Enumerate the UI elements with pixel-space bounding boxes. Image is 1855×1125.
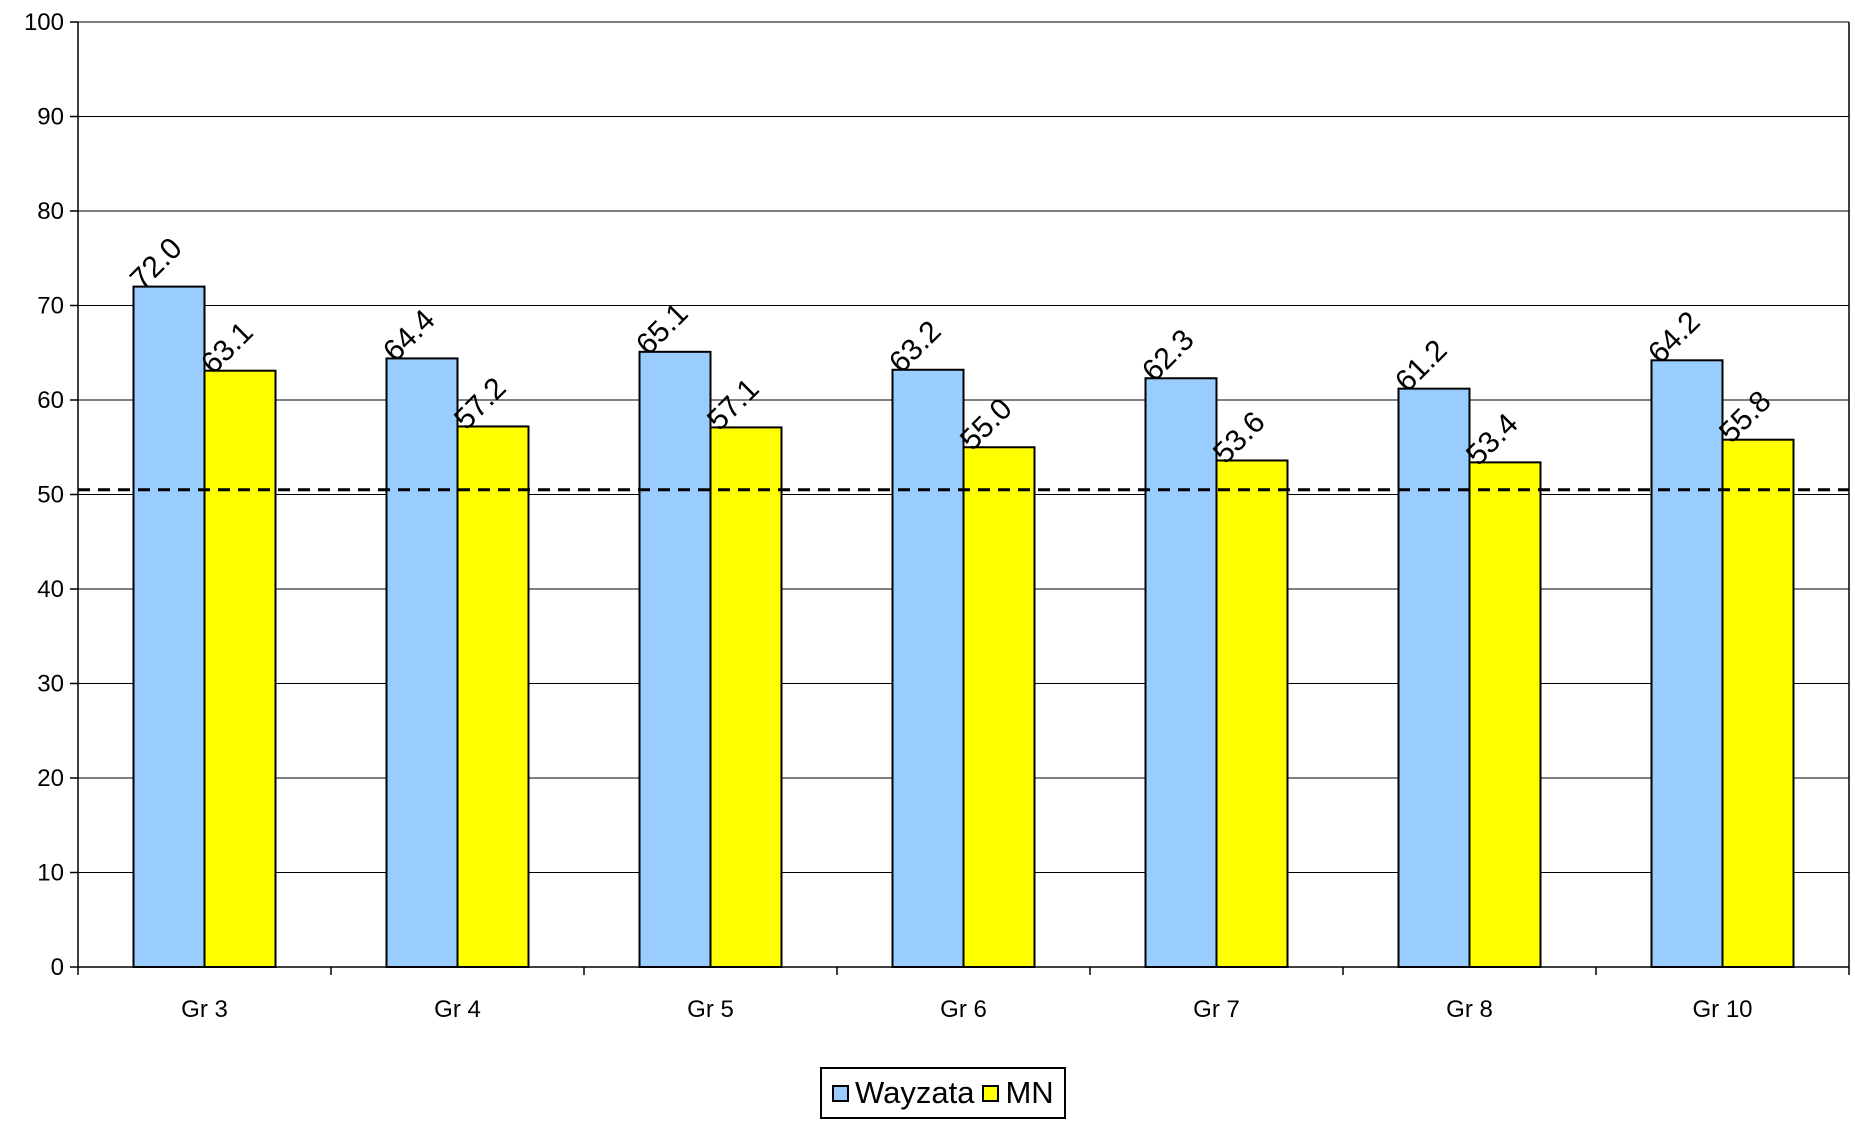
legend-swatch-wayzata <box>832 1084 849 1102</box>
legend-label-mn: MN <box>1005 1075 1054 1110</box>
bar-wayzata <box>132 285 206 969</box>
x-tick-label: Gr 8 <box>1446 996 1493 1023</box>
bar-wayzata <box>385 357 459 969</box>
x-tick-label: Gr 10 <box>1692 996 1752 1023</box>
x-tick-label: Gr 6 <box>940 996 987 1023</box>
y-tick-label: 0 <box>51 954 64 981</box>
bar-wayzata <box>638 350 712 968</box>
y-tick-label: 60 <box>37 387 64 414</box>
bar-mn <box>1468 461 1542 968</box>
y-tick-label: 70 <box>37 293 64 320</box>
bar-wayzata <box>891 368 965 968</box>
legend-swatch-mn <box>982 1084 1000 1102</box>
x-tick-label: Gr 3 <box>181 996 228 1023</box>
x-tick-label: Gr 5 <box>687 996 734 1023</box>
y-tick-label: 10 <box>37 860 64 887</box>
x-tick-label: Gr 7 <box>1193 996 1240 1023</box>
y-tick-label: 50 <box>37 482 64 509</box>
bar-wayzata <box>1397 387 1471 969</box>
y-tick-label: 30 <box>37 671 64 698</box>
x-tick-label: Gr 4 <box>434 996 481 1023</box>
bar-mn <box>709 426 783 968</box>
bar-mn <box>203 369 277 968</box>
y-tick-label: 90 <box>37 104 64 131</box>
chart-legend: Wayzata MN <box>820 1067 1066 1119</box>
legend-item-mn: MN <box>982 1075 1054 1111</box>
bar-mn <box>962 446 1036 968</box>
legend-label-wayzata: Wayzata <box>855 1075 975 1110</box>
bar-mn <box>1721 438 1795 968</box>
y-tick-label: 20 <box>37 765 64 792</box>
bar-mn <box>456 425 530 968</box>
bar-wayzata <box>1650 359 1724 968</box>
y-tick-label: 80 <box>37 198 64 225</box>
legend-item-wayzata: Wayzata <box>832 1075 974 1111</box>
y-tick-label: 40 <box>37 576 64 603</box>
bar-wayzata <box>1144 377 1218 968</box>
y-tick-label: 100 <box>24 9 64 36</box>
bar-mn <box>1215 459 1289 968</box>
